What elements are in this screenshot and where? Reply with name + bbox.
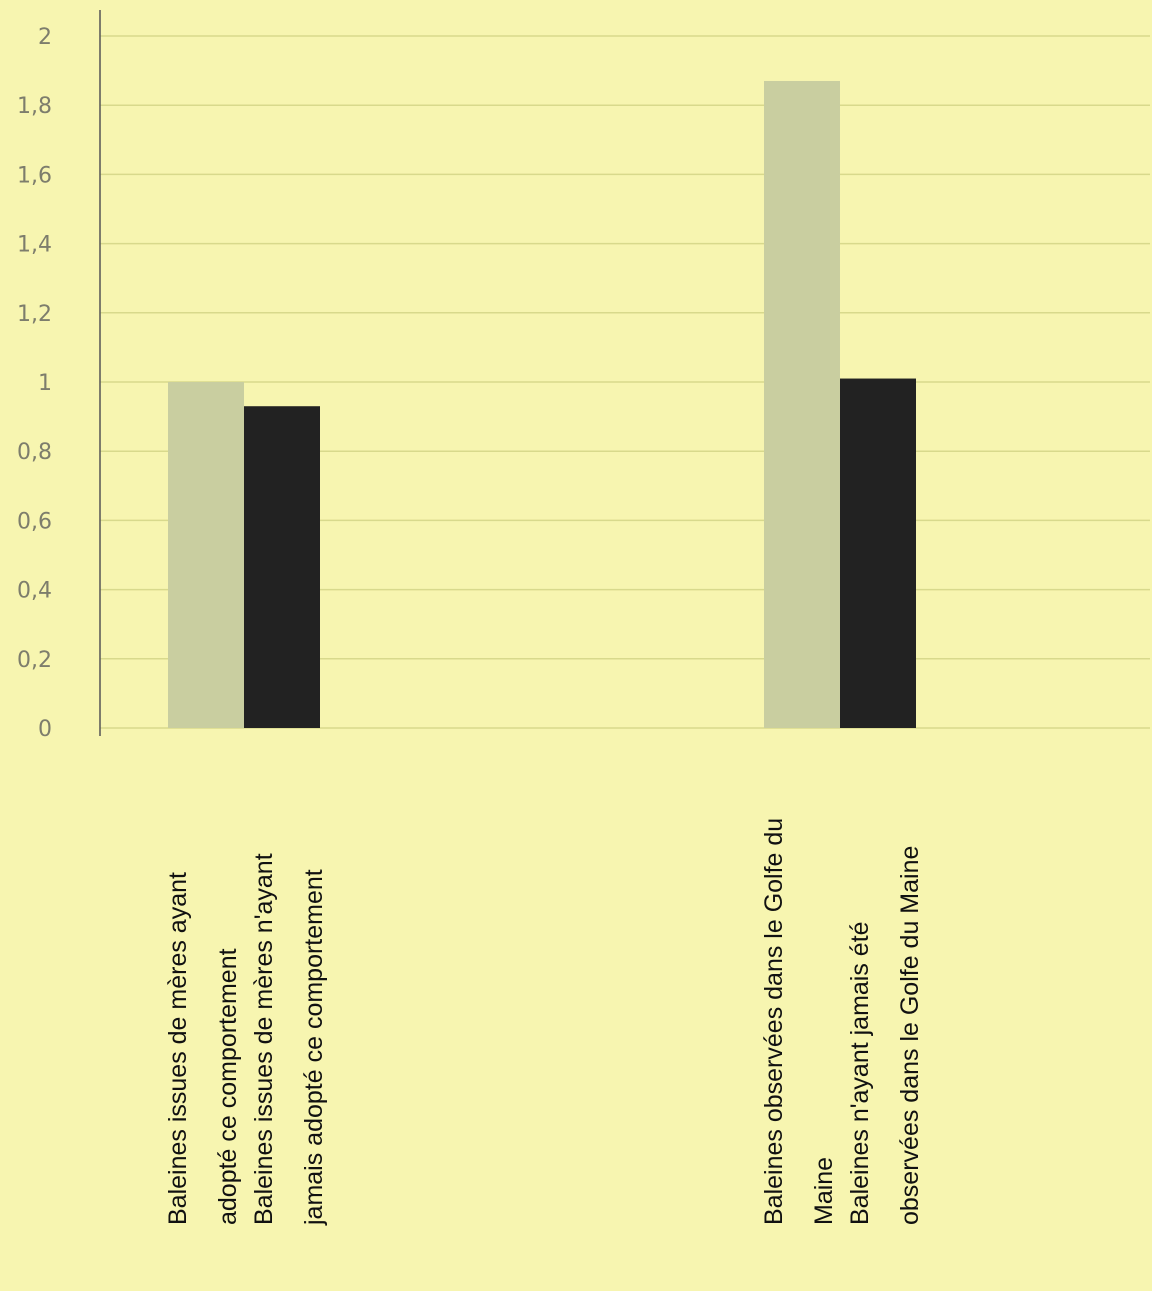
bars xyxy=(168,80,916,729)
y-tick-label: 0,2 xyxy=(17,648,52,673)
bar xyxy=(168,382,244,728)
bar xyxy=(244,406,320,728)
y-tick-label: 1,6 xyxy=(17,163,52,188)
category-label: observées dans le Golfe du Maine xyxy=(896,846,924,1225)
bar xyxy=(840,378,916,728)
y-tick-label: 0,4 xyxy=(17,579,52,604)
y-tick-label: 1 xyxy=(38,371,52,396)
y-tick-label: 1,8 xyxy=(17,94,52,119)
y-tick-label: 0,6 xyxy=(17,509,52,534)
y-tick-label: 0 xyxy=(38,717,52,742)
category-label: Baleines issues de mères ayant xyxy=(164,872,192,1225)
y-tick-label: 0,8 xyxy=(17,440,52,465)
category-label: Baleines n'ayant jamais été xyxy=(846,921,874,1225)
category-label: adopté ce comportement xyxy=(214,948,242,1225)
y-axis-ticks: 0 0,2 0,4 0,6 0,8 1 1,2 1,4 1,6 1,8 2 xyxy=(17,25,52,742)
y-tick-label: 2 xyxy=(38,25,52,50)
category-label: Baleines observées dans le Golfe du xyxy=(760,818,788,1225)
bar xyxy=(764,80,840,729)
y-tick-label: 1,2 xyxy=(17,302,52,327)
category-label: jamais adopté ce comportement xyxy=(300,869,328,1226)
category-labels: Baleines issues de mères ayant adopté ce … xyxy=(164,818,924,1226)
category-label: Baleines issues de mères n'ayant xyxy=(250,853,278,1225)
y-tick-label: 1,4 xyxy=(17,233,52,258)
category-label: Maine xyxy=(810,1157,838,1225)
